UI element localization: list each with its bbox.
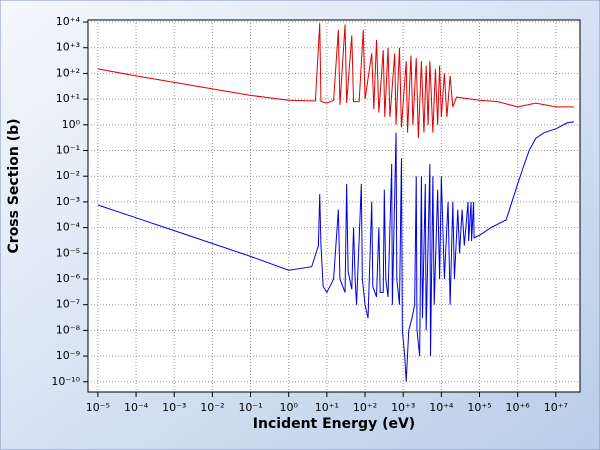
x-tick-label: 10⁻⁵ (86, 401, 110, 414)
y-tick-label: 10⁻¹⁰ (51, 375, 80, 388)
y-tick-label: 10⁻⁶ (56, 272, 81, 285)
x-tick-label: 10⁰ (279, 401, 298, 414)
y-tick-label: 10⁻² (56, 169, 80, 182)
x-tick-label: 10⁻² (200, 401, 224, 414)
x-tick-label: 10⁺⁷ (544, 401, 568, 414)
x-tick-label: 10⁺⁵ (467, 401, 491, 414)
x-tick-label: 10⁻³ (162, 401, 186, 414)
y-tick-label: 10⁻⁸ (56, 323, 81, 336)
x-tick-label: 10⁺⁶ (506, 401, 531, 414)
x-tick-label: 10⁺⁴ (429, 401, 454, 414)
y-tick-label: 10⁻³ (56, 195, 80, 208)
x-tick-label: 10⁺³ (391, 401, 415, 414)
y-tick-label: 10⁻⁴ (56, 221, 81, 234)
x-tick-label: 10⁻¹ (238, 401, 262, 414)
series-line (97, 23, 575, 139)
y-tick-label: 10⁻⁹ (56, 349, 80, 362)
series-line (97, 121, 575, 382)
y-tick-label: 10⁺⁴ (56, 15, 81, 28)
y-tick-label: 10⁰ (62, 118, 81, 131)
x-tick-label: 10⁺² (353, 401, 377, 414)
plot: 10⁻⁵ 10⁻⁴ 10⁻³ 10⁻² 10⁻¹ 10⁰ 10⁺¹ 10⁺² 10⁺³ 10⁺⁴ 1… (51, 15, 580, 414)
y-tick-label: 10⁺³ (56, 41, 80, 54)
plot-area (87, 19, 581, 393)
x-tick-label: 10⁺¹ (315, 401, 339, 414)
y-tick-label: 10⁺¹ (56, 92, 80, 105)
x-tick-label: 10⁻⁴ (124, 401, 149, 414)
y-axis-title: Cross Section (b) (6, 119, 22, 254)
x-axis-title: Incident Energy (eV) (253, 416, 415, 432)
y-tick-label: 10⁻¹ (56, 144, 80, 157)
y-tick-label: 10⁻⁵ (56, 246, 80, 259)
y-tick-label: 10⁻⁷ (56, 298, 80, 311)
y-tick-label: 10⁺² (56, 66, 80, 79)
